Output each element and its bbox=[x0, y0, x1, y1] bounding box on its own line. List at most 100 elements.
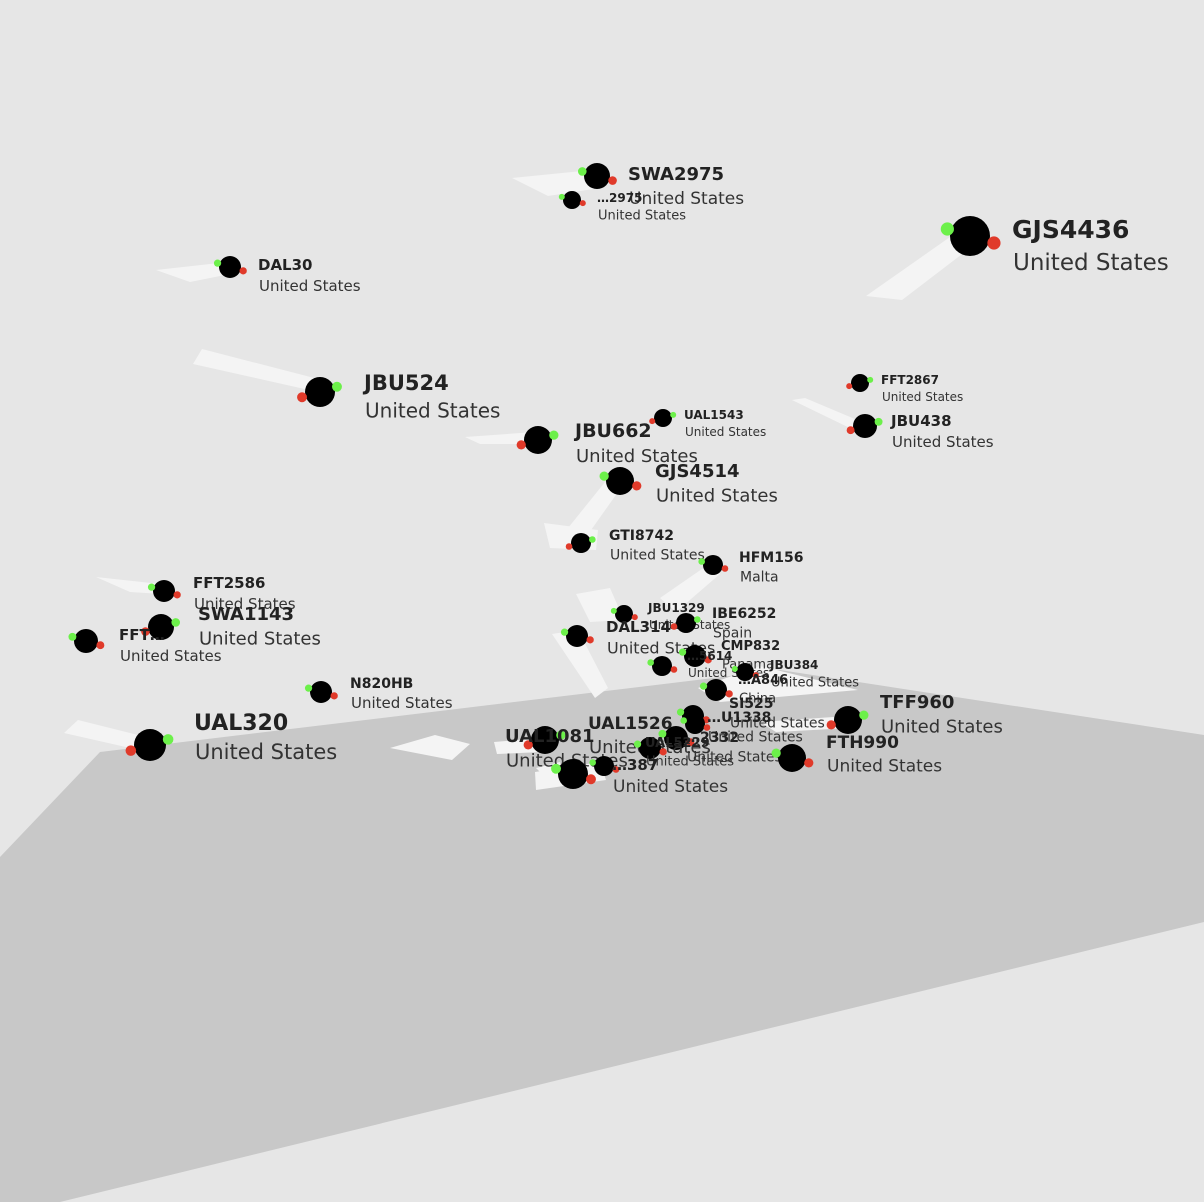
aircraft-icon[interactable] bbox=[703, 555, 723, 575]
nav-light-green-icon bbox=[589, 759, 596, 766]
nav-light-green-icon bbox=[68, 632, 77, 641]
nav-light-green-icon bbox=[874, 417, 883, 426]
aircraft-icon[interactable] bbox=[74, 629, 98, 653]
nav-light-red-icon bbox=[704, 656, 712, 664]
aircraft-icon[interactable] bbox=[134, 729, 166, 761]
aircraft-icon[interactable] bbox=[736, 663, 754, 681]
aircraft-icon[interactable] bbox=[950, 216, 990, 256]
nav-light-green-icon bbox=[162, 734, 174, 745]
aircraft-icon[interactable] bbox=[606, 467, 634, 495]
flight-marker[interactable]: GJS4514 United States bbox=[599, 461, 778, 507]
flight-origin-country: United States bbox=[576, 446, 698, 467]
aircraft-icon[interactable] bbox=[524, 426, 552, 454]
flight-callsign: UAL1526 bbox=[588, 714, 673, 734]
flight-marker[interactable]: …2332 United States bbox=[589, 730, 782, 776]
nav-light-red-icon bbox=[608, 176, 617, 185]
flight-marker[interactable]: JBU524 United States bbox=[297, 371, 500, 423]
flight-origin-country: China bbox=[739, 691, 776, 706]
nav-light-red-icon bbox=[987, 236, 1001, 250]
nav-light-green-icon bbox=[647, 659, 654, 666]
flight-origin-country: United States bbox=[195, 740, 337, 764]
nav-light-red-icon bbox=[612, 766, 620, 773]
nav-light-red-icon bbox=[631, 614, 638, 621]
flight-marker[interactable]: JBU384 United States bbox=[731, 658, 859, 691]
flight-callsign: FTH990 bbox=[826, 733, 899, 753]
flight-marker[interactable]: UAL1543 United States bbox=[649, 408, 766, 439]
flight-marker[interactable]: DAL30 United States bbox=[213, 256, 361, 295]
flight-marker[interactable]: SWA1143 United States bbox=[141, 604, 321, 650]
flight-trail bbox=[512, 170, 600, 196]
nav-light-green-icon bbox=[633, 740, 642, 748]
flight-origin-country: United States bbox=[120, 647, 222, 665]
aircraft-icon[interactable] bbox=[305, 377, 335, 407]
aircraft-icon[interactable] bbox=[778, 744, 806, 772]
flight-marker[interactable]: …2975 United States bbox=[558, 191, 686, 224]
flight-trail bbox=[568, 482, 618, 540]
flight-trail bbox=[866, 230, 970, 300]
nav-light-green-icon bbox=[694, 616, 701, 623]
nav-light-red-icon bbox=[330, 692, 338, 700]
flight-marker[interactable]: FFT2586 United States bbox=[147, 574, 296, 613]
flight-origin-country: United States bbox=[610, 548, 705, 564]
flight-origin-country: United States bbox=[194, 595, 296, 613]
aircraft-icon[interactable] bbox=[563, 191, 581, 209]
aircraft-icon[interactable] bbox=[685, 714, 705, 734]
nav-light-green-icon bbox=[304, 684, 313, 692]
flight-marker[interactable]: IBE6252 Spain bbox=[670, 606, 777, 642]
flight-callsign: JBU384 bbox=[769, 658, 818, 672]
flight-marker[interactable]: N820HB United States bbox=[304, 676, 453, 712]
flight-marker[interactable]: GJS4436 United States bbox=[940, 215, 1169, 276]
flight-callsign: SWA2975 bbox=[628, 164, 724, 185]
nav-light-green-icon bbox=[678, 648, 687, 656]
flight-callsign: GJS4514 bbox=[655, 461, 740, 482]
flight-marker[interactable]: FFT… United States bbox=[68, 626, 222, 665]
aircraft-icon[interactable] bbox=[153, 580, 175, 602]
nav-light-red-icon bbox=[586, 774, 596, 785]
aircraft-icon[interactable] bbox=[684, 645, 706, 667]
flight-marker[interactable]: FFT2867 United States bbox=[846, 373, 963, 404]
aircraft-icon[interactable] bbox=[594, 756, 614, 776]
flight-callsign: FFT2586 bbox=[193, 574, 265, 592]
aircraft-icon[interactable] bbox=[558, 759, 588, 789]
flight-marker[interactable]: UAL320 United States bbox=[125, 711, 338, 764]
aircraft-icon[interactable] bbox=[664, 726, 688, 750]
nav-light-green-icon bbox=[859, 710, 869, 720]
aircraft-icon[interactable] bbox=[571, 533, 591, 553]
flight-marker[interactable]: JBU662 United States bbox=[516, 420, 698, 467]
flight-marker[interactable]: SWA2975 United States bbox=[577, 163, 744, 209]
aircraft-icon[interactable] bbox=[654, 409, 672, 427]
aircraft-icon[interactable] bbox=[652, 656, 672, 676]
aircraft-icon[interactable] bbox=[566, 625, 588, 647]
aircraft-icon[interactable] bbox=[705, 679, 727, 701]
aircraft-icon[interactable] bbox=[531, 726, 559, 754]
aircraft-icon[interactable] bbox=[834, 706, 862, 734]
flight-marker[interactable]: GTI8742 United States bbox=[565, 528, 705, 564]
flight-marker[interactable]: …A846 China bbox=[699, 673, 788, 706]
aircraft-icon[interactable] bbox=[639, 737, 661, 759]
flight-marker[interactable]: …U1338 United States bbox=[680, 710, 803, 746]
aircraft-icon[interactable] bbox=[853, 414, 877, 438]
flight-callsign: …387 bbox=[612, 756, 658, 774]
flight-marker[interactable]: FTH990 United States bbox=[771, 733, 943, 776]
flight-marker[interactable]: TFF960 United States bbox=[826, 692, 1003, 738]
nav-light-green-icon bbox=[558, 193, 565, 200]
aircraft-icon[interactable] bbox=[676, 613, 696, 633]
flight-marker[interactable]: …387 United States bbox=[551, 756, 728, 797]
flight-marker[interactable]: JBU438 United States bbox=[846, 412, 994, 451]
flight-callsign: …2332 bbox=[686, 730, 739, 746]
nav-light-red-icon bbox=[125, 745, 137, 756]
aircraft-icon[interactable] bbox=[851, 374, 869, 392]
aircraft-icon[interactable] bbox=[584, 163, 610, 189]
aircraft-icon[interactable] bbox=[615, 605, 633, 623]
aircraft-icon[interactable] bbox=[219, 256, 241, 278]
flight-marker[interactable]: UAL5229 United States bbox=[633, 736, 734, 769]
aircraft-icon[interactable] bbox=[310, 681, 332, 703]
flight-callsign: JBU524 bbox=[362, 371, 449, 395]
aircraft-icon[interactable] bbox=[148, 614, 174, 640]
flight-marker[interactable]: HFM156 Malta bbox=[698, 550, 803, 586]
flight-trail bbox=[193, 349, 322, 392]
flight-origin-country: United States bbox=[708, 730, 803, 746]
